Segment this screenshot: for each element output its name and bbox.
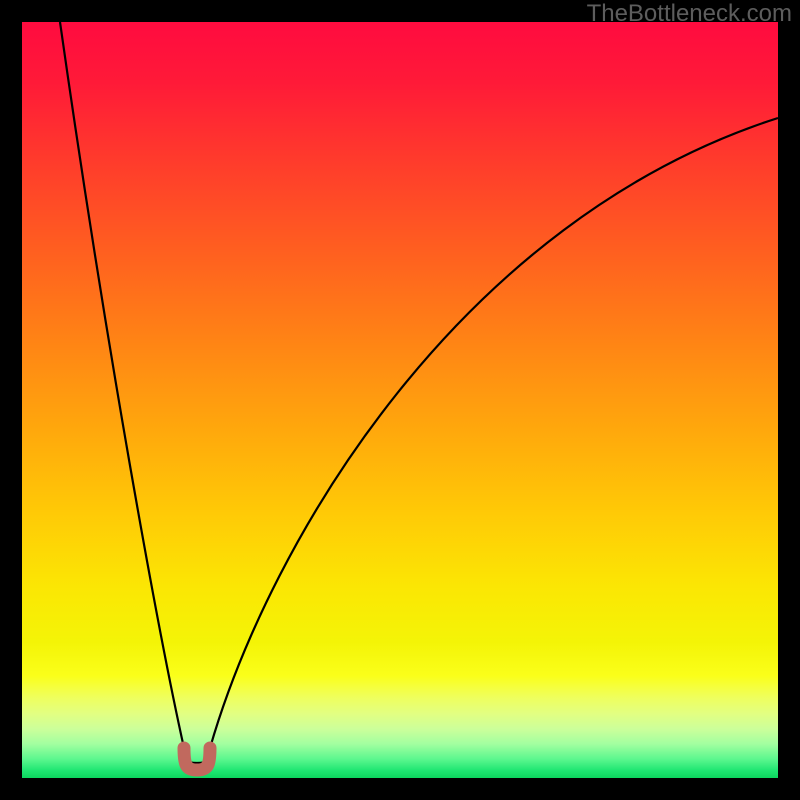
plot-border: [0, 0, 800, 800]
watermark-text: TheBottleneck.com: [587, 0, 792, 28]
